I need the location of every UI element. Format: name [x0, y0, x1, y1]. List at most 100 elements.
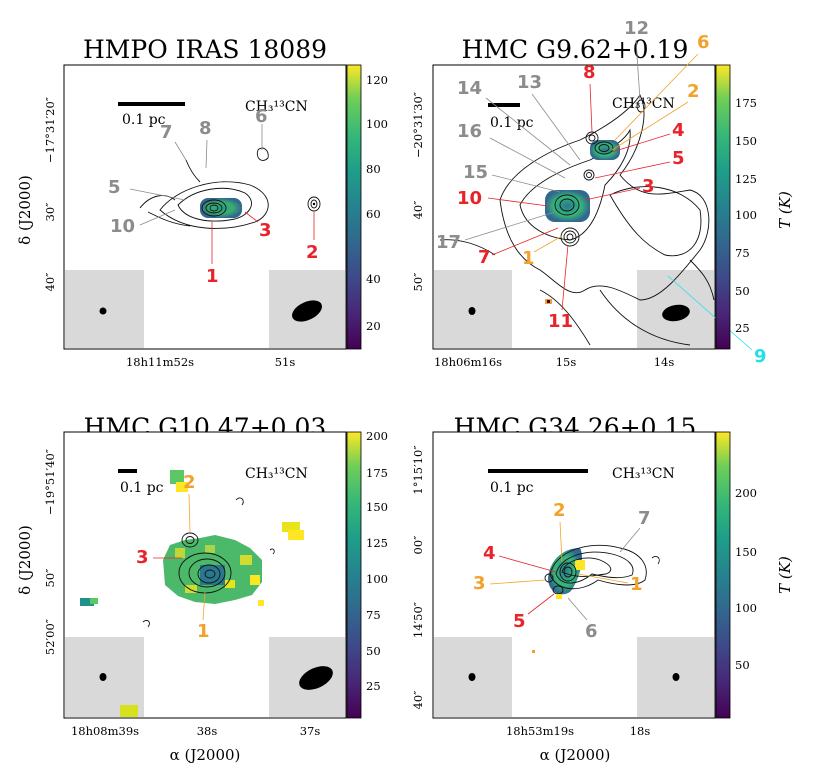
svg-text:20: 20	[366, 319, 381, 333]
beam-ellipse	[662, 304, 690, 322]
colorbar-label: T (K)	[776, 556, 794, 594]
scalebar-label: 0.1 pc	[490, 115, 534, 131]
source-label: 16	[457, 121, 482, 142]
source-label: 12	[624, 18, 649, 39]
beam-ellipse	[468, 307, 476, 315]
emission-map	[80, 470, 304, 717]
svg-text:150: 150	[366, 500, 388, 514]
ra-tick: 15s	[556, 355, 577, 369]
beam-ellipse	[468, 673, 476, 681]
beam-ellipse	[99, 307, 107, 315]
dec-tick: 30″	[43, 202, 57, 222]
ra-tick: 14s	[654, 355, 675, 369]
dec-tick: 50″	[43, 568, 57, 588]
source-label: 9	[754, 346, 767, 367]
source-labels: 1 2 3 5 6 7 8 10	[108, 106, 319, 287]
ra-tick: 18h11m52s	[126, 355, 194, 369]
svg-text:100: 100	[735, 208, 757, 222]
molecule-label: CH₃¹³CN	[612, 96, 675, 112]
ra-tick: 18h08m39s	[71, 724, 139, 738]
source-label: 2	[687, 81, 700, 102]
source-label: 2	[553, 500, 566, 521]
source-label: 4	[672, 120, 685, 141]
x-axis-label: α (J2000)	[540, 746, 611, 764]
beam-ellipse	[99, 673, 107, 681]
dec-tick: 50″	[411, 272, 425, 292]
source-label: 3	[642, 176, 655, 197]
source-labels: 1 2 3 4 5 6 7	[473, 500, 651, 642]
panel-iras18089: HMPO IRAS 18089 0.1 pc CH₃¹³CN	[16, 35, 388, 369]
source-label: 6	[255, 106, 268, 127]
source-label: 1	[630, 574, 643, 595]
beam-ellipse	[299, 666, 333, 690]
svg-text:125: 125	[366, 536, 388, 550]
source-labels: 1 2 3	[136, 472, 210, 642]
panel-g962: HMC G9.62+0.19	[411, 18, 794, 369]
colorbar	[346, 64, 362, 350]
ra-tick: 51s	[275, 355, 296, 369]
emission-map	[532, 544, 660, 653]
svg-text:60: 60	[366, 207, 381, 221]
source-label: 10	[457, 188, 482, 209]
scalebar	[488, 103, 520, 107]
beam-ellipse	[292, 300, 322, 322]
svg-text:80: 80	[366, 162, 381, 176]
colorbar-ticks: 200 175 150 125 100 75 50 25	[366, 429, 388, 693]
panel-title: HMPO IRAS 18089	[83, 35, 327, 64]
source-label: 11	[548, 311, 573, 332]
source-label: 6	[697, 32, 710, 53]
source-label: 17	[436, 232, 461, 253]
emission-map	[139, 147, 321, 229]
y-axis-label: δ (J2000)	[16, 525, 34, 595]
source-label: 5	[513, 611, 526, 632]
source-label: 8	[199, 118, 212, 139]
molecule-label: CH₃¹³CN	[245, 466, 308, 482]
dec-tick: −17°31′20″	[43, 96, 57, 163]
dec-tick: −20°31′30″	[411, 91, 425, 158]
colorbar-label: T (K)	[776, 191, 794, 229]
svg-text:150: 150	[735, 545, 757, 559]
svg-text:50: 50	[735, 284, 750, 298]
ra-tick: 37s	[300, 724, 321, 738]
svg-text:100: 100	[366, 117, 388, 131]
source-label: 10	[110, 216, 135, 237]
source-label: 1	[206, 266, 219, 287]
x-axis-label: α (J2000)	[170, 746, 241, 764]
svg-text:50: 50	[735, 658, 750, 672]
y-axis-label: δ (J2000)	[16, 175, 34, 245]
svg-text:125: 125	[735, 172, 757, 186]
svg-text:175: 175	[366, 466, 388, 480]
beam-ellipse	[672, 673, 680, 681]
svg-text:200: 200	[735, 486, 757, 500]
panel-title: HMC G9.62+0.19	[462, 35, 689, 64]
source-label: 6	[585, 621, 598, 642]
ra-tick: 18h06m16s	[434, 355, 502, 369]
svg-text:100: 100	[366, 572, 388, 586]
svg-text:75: 75	[366, 608, 381, 622]
dec-tick: 00″	[411, 535, 425, 555]
source-label: 14	[457, 78, 482, 99]
molecule-label: CH₃¹³CN	[612, 466, 675, 482]
source-label: 15	[463, 162, 488, 183]
svg-text:100: 100	[735, 601, 757, 615]
scalebar-label: 0.1 pc	[122, 112, 166, 128]
source-label: 1	[522, 248, 535, 269]
source-label: 2	[183, 472, 196, 493]
source-label: 1	[197, 621, 210, 642]
colorbar	[715, 431, 731, 719]
dec-tick: 14′50″	[411, 601, 425, 638]
scalebar	[118, 469, 137, 473]
svg-text:75: 75	[735, 246, 750, 260]
scalebar-label: 0.1 pc	[120, 480, 164, 496]
colorbar	[346, 431, 362, 719]
dec-tick: 1°15′10″	[411, 445, 425, 495]
colorbar	[715, 64, 731, 350]
dec-tick: 40″	[411, 690, 425, 710]
colorbar-ticks: 175 150 125 100 75 50 25	[735, 96, 757, 335]
dec-tick: −19°51′40″	[43, 448, 57, 515]
source-label: 3	[473, 573, 486, 594]
panel-g1047: HMC G10.47+0.03	[16, 413, 388, 764]
source-labels: 1 2 3 4 5 6 7 8 9 10 11 12 13 1	[436, 18, 767, 367]
svg-text:120: 120	[366, 73, 388, 87]
colorbar-ticks: 120 100 80 60 40 20	[366, 73, 388, 333]
